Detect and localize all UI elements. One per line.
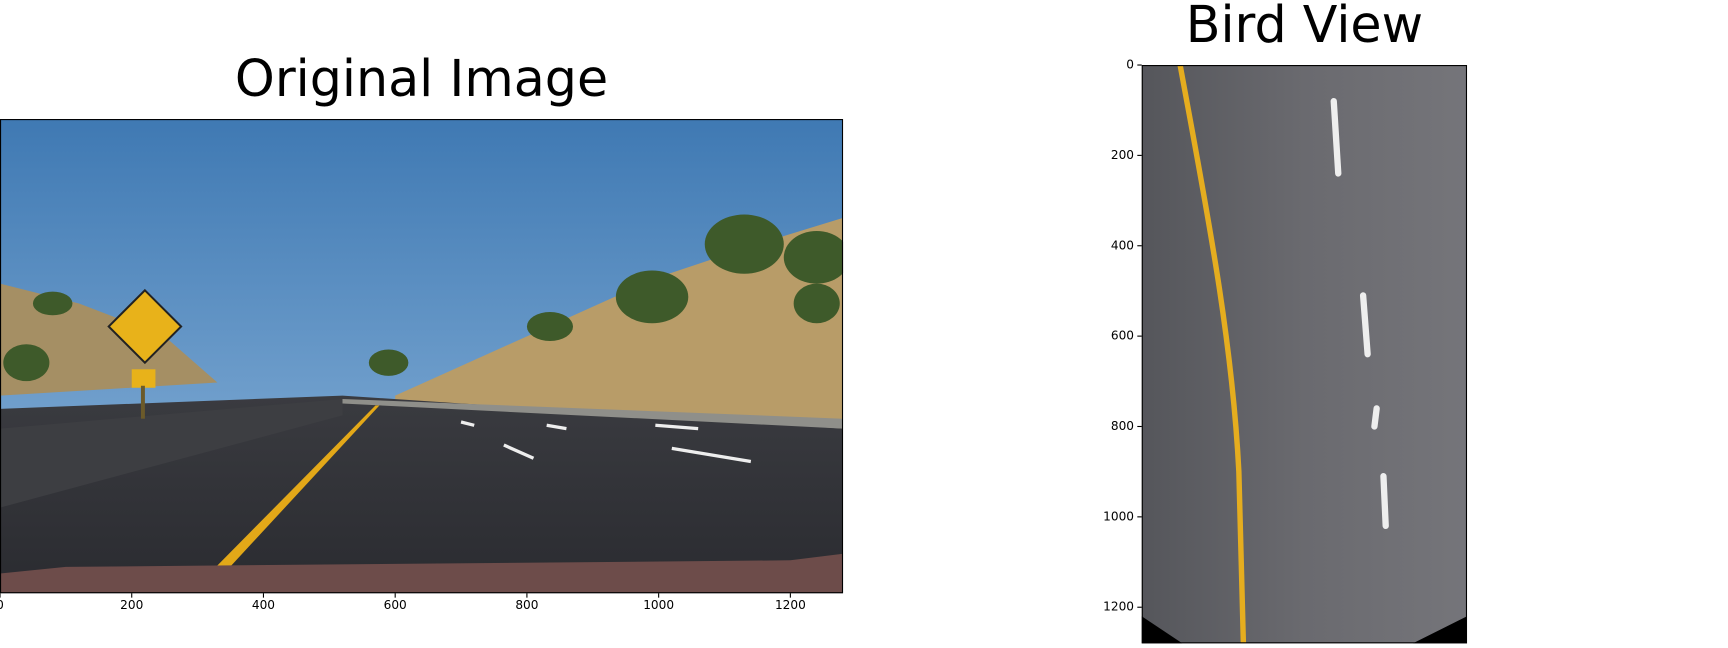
y-tick-label: 200 <box>1111 148 1134 162</box>
x-tick-label: 800 <box>515 598 538 612</box>
bird-view-image <box>1141 65 1468 644</box>
original-image <box>0 119 844 594</box>
y-tick-label: 1200 <box>1103 600 1134 614</box>
axes-frame <box>0 119 844 594</box>
y-tick-label: 0 <box>1126 58 1134 72</box>
chart-title: Original Image <box>235 49 608 108</box>
x-tick-label: 400 <box>252 598 275 612</box>
x-tick-label: 600 <box>384 598 407 612</box>
chart-title: Bird View <box>1186 0 1423 54</box>
y-tick-label: 400 <box>1111 238 1134 252</box>
x-tick-label: 200 <box>120 598 143 612</box>
y-tick-label: 600 <box>1111 329 1134 343</box>
y-tick-label: 1000 <box>1103 509 1134 523</box>
axes-frame <box>1141 65 1468 644</box>
y-tick-label: 800 <box>1111 419 1134 433</box>
x-tick-label: 0 <box>0 598 4 612</box>
x-tick-label: 1000 <box>643 598 674 612</box>
x-tick-label: 1200 <box>775 598 806 612</box>
